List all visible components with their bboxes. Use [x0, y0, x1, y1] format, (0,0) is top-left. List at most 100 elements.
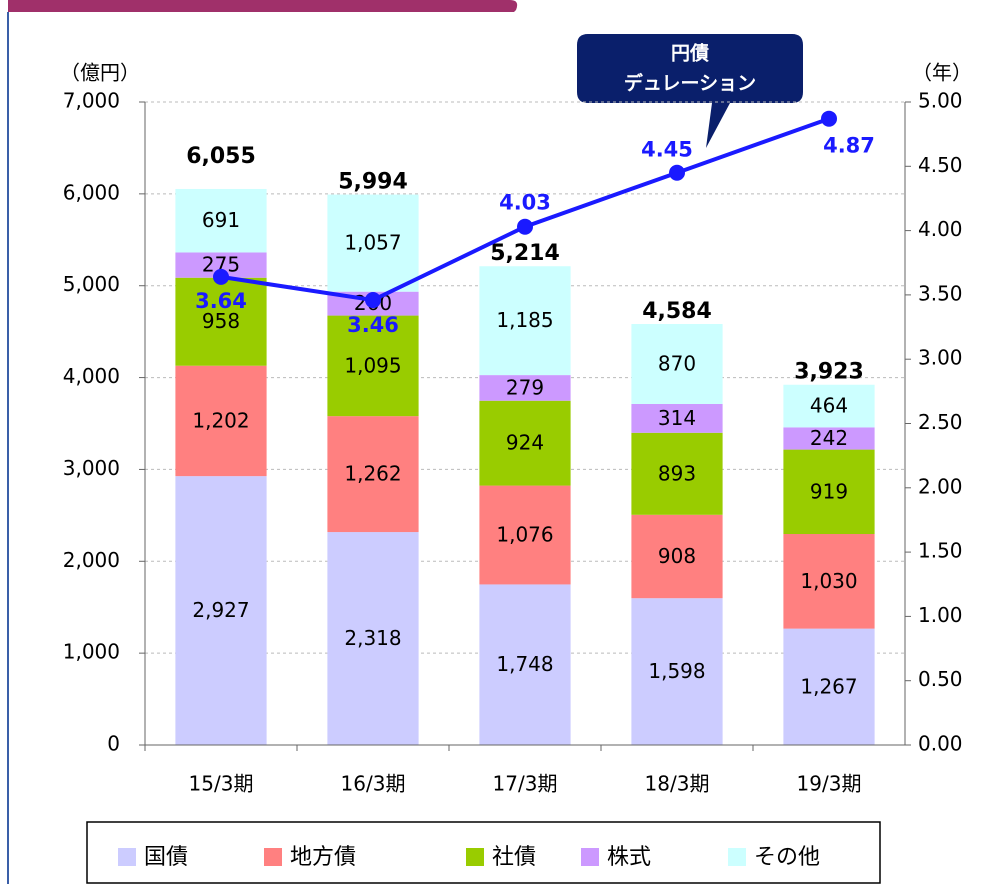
legend-swatch	[466, 848, 484, 866]
y2-axis-label: （年）	[912, 61, 972, 85]
bar-segment	[479, 584, 571, 745]
y2-tick-label: 0.00	[918, 732, 963, 756]
line-point	[517, 218, 533, 235]
y-tick-label: 2,000	[63, 548, 120, 572]
y2-tick-label: 3.00	[918, 346, 963, 370]
data-label: 242	[810, 426, 848, 450]
bar-segment	[631, 598, 723, 745]
bar-segment	[631, 324, 723, 404]
total-label: 3,923	[794, 360, 864, 385]
data-label: 691	[202, 208, 240, 232]
callout	[577, 34, 803, 148]
data-label: 314	[658, 406, 696, 430]
data-label: 893	[658, 461, 696, 485]
bar-segment	[479, 375, 571, 401]
bar-segment	[175, 188, 267, 253]
bar-segment	[327, 532, 419, 745]
line-label: 3.64	[195, 289, 247, 313]
y2-tick-label: 4.00	[918, 217, 963, 241]
data-label: 1,267	[800, 674, 857, 698]
data-label: 279	[506, 375, 544, 399]
x-tick-label: 17/3期	[493, 772, 558, 796]
data-label: 1,185	[496, 308, 553, 332]
line-point	[365, 292, 381, 309]
x-tick-label: 18/3期	[645, 772, 710, 796]
bar-segment	[631, 514, 723, 599]
y-axis-label: （億円）	[60, 61, 140, 85]
bar-segment	[783, 534, 875, 629]
total-label: 5,214	[490, 241, 560, 266]
legend-swatch	[118, 848, 136, 866]
callout-text: 円債	[671, 42, 709, 65]
y-tick-label: 1,000	[63, 640, 120, 664]
data-label: 919	[810, 479, 848, 503]
y-tick-label: 6,000	[63, 180, 120, 204]
data-label: 1,095	[344, 353, 401, 377]
y-tick-label: 3,000	[63, 456, 120, 480]
data-label: 1,262	[344, 462, 401, 486]
x-tick-label: 16/3期	[341, 772, 406, 796]
line-point	[821, 110, 837, 127]
y-tick-label: 7,000	[63, 89, 120, 113]
total-label: 5,994	[338, 169, 408, 194]
data-label: 870	[658, 351, 696, 375]
x-tick-label: 19/3期	[797, 772, 862, 796]
x-tick-label: 15/3期	[189, 772, 254, 796]
data-label: 958	[202, 309, 240, 333]
data-label: 1,598	[648, 659, 705, 683]
data-label: 1,202	[192, 408, 249, 432]
bar-segment	[175, 476, 267, 745]
legend-swatch	[581, 848, 599, 866]
data-label: 1,748	[496, 652, 553, 676]
bar-segment	[479, 266, 571, 376]
total-label: 4,584	[642, 299, 712, 324]
bar-segment	[631, 432, 723, 515]
callout-text: デュレーション	[624, 72, 756, 95]
line-label: 4.03	[499, 191, 551, 215]
bar-segment	[783, 384, 875, 428]
bar-segment	[783, 427, 875, 450]
y2-tick-label: 2.00	[918, 474, 963, 498]
y-tick-label: 0	[107, 732, 120, 756]
line-label: 4.45	[641, 138, 693, 162]
line-label: 3.46	[347, 313, 399, 337]
data-label: 2,318	[344, 626, 401, 650]
bar-segment	[479, 400, 571, 486]
bar-segment	[783, 449, 875, 535]
line-label: 4.87	[823, 134, 875, 158]
legend-label: 株式	[607, 845, 651, 870]
legend-label: 地方債	[290, 845, 356, 870]
legend-label: 国債	[144, 845, 188, 870]
bar-segment	[327, 315, 419, 417]
data-label: 1,057	[344, 231, 401, 255]
legend-swatch	[728, 848, 746, 866]
y2-tick-label: 2.50	[918, 410, 963, 434]
bar-segment	[327, 416, 419, 533]
y2-tick-label: 4.50	[918, 153, 963, 177]
y2-tick-label: 5.00	[918, 89, 963, 113]
total-label: 6,055	[186, 144, 256, 169]
data-label: 908	[658, 544, 696, 568]
y2-tick-label: 1.50	[918, 539, 963, 563]
line-point	[669, 164, 685, 181]
y-tick-label: 4,000	[63, 364, 120, 388]
legend-label: その他	[754, 845, 820, 870]
data-label: 924	[506, 431, 544, 455]
legend-swatch	[264, 848, 282, 866]
bar-segment	[327, 194, 419, 292]
data-label: 464	[810, 394, 848, 418]
y2-tick-label: 3.50	[918, 281, 963, 305]
bar-segment	[783, 628, 875, 745]
data-label: 2,927	[192, 598, 249, 622]
bar-segment	[175, 365, 267, 477]
legend-label: 社債	[492, 845, 536, 870]
header-tab	[8, 0, 518, 12]
data-label: 1,030	[800, 569, 857, 593]
bar-segment	[479, 485, 571, 585]
y2-tick-label: 0.50	[918, 667, 963, 691]
y2-tick-label: 1.00	[918, 603, 963, 627]
line-point	[213, 268, 229, 285]
y-tick-label: 5,000	[63, 272, 120, 296]
data-label: 1,076	[496, 523, 553, 547]
